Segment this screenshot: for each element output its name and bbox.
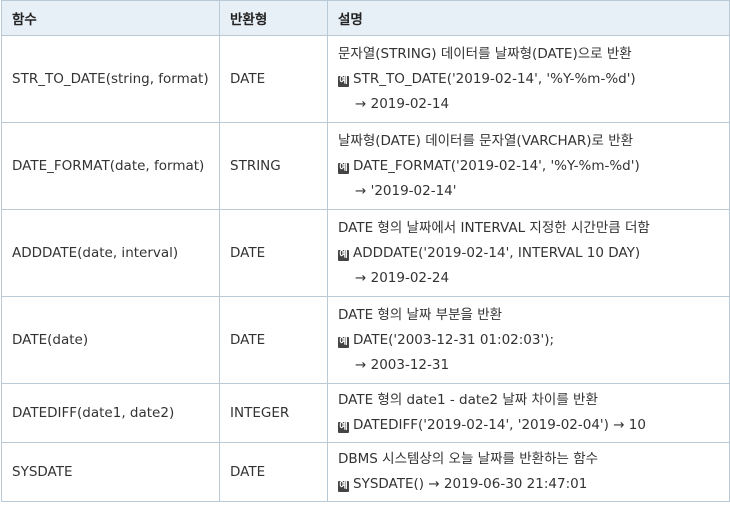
header-return-type: 반환형	[219, 0, 328, 36]
table-row: DATE_FORMAT(date, format) STRING 날짜형(DAT…	[1, 122, 730, 210]
example-mark-icon: 예	[338, 422, 349, 433]
example-line: 예 DATEDIFF('2019-02-14', '2019-02-04') → …	[338, 413, 729, 438]
description-cell: 문자열(STRING) 데이터를 날짜형(DATE)으로 반환 예 STR_TO_…	[327, 35, 730, 123]
description-text: DATE 형의 날짜 부분을 반환	[338, 306, 503, 323]
function-cell: DATE_FORMAT(date, format)	[1, 122, 220, 210]
header-function: 함수	[1, 0, 220, 36]
example-text: ADDDATE('2019-02-14', INTERVAL 10 DAY)	[353, 244, 641, 261]
result-text: → 2003-12-31	[355, 356, 450, 373]
function-cell: DATE(date)	[1, 296, 220, 384]
description-cell: DATE 형의 날짜에서 INTERVAL 지정한 시간만큼 더함 예 ADDDA…	[327, 209, 730, 297]
return-type-cell: DATE	[219, 296, 328, 384]
description-text: DATE 형의 date1 - date2 날짜 차이를 반환	[338, 392, 598, 408]
example-line: 예 DATE_FORMAT('2019-02-14', '%Y-%m-%d')	[338, 154, 729, 179]
example-mark-icon: 예	[338, 162, 349, 174]
table-row: ADDDATE(date, interval) DATE DATE 형의 날짜에…	[1, 209, 730, 297]
example-line: 예 SYSDATE() → 2019-06-30 21:47:01	[338, 472, 729, 497]
example-line: 예 STR_TO_DATE('2019-02-14', '%Y-%m-%d')	[338, 67, 729, 92]
example-text: STR_TO_DATE('2019-02-14', '%Y-%m-%d')	[353, 70, 636, 87]
description-text: DATE 형의 날짜에서 INTERVAL 지정한 시간만큼 더함	[338, 219, 650, 236]
example-text: DATEDIFF('2019-02-14', '2019-02-04') → 1…	[353, 417, 646, 433]
example-line: 예 ADDDATE('2019-02-14', INTERVAL 10 DAY)	[338, 241, 729, 266]
function-cell: ADDDATE(date, interval)	[1, 209, 220, 297]
description-cell: DATE 형의 date1 - date2 날짜 차이를 반환 예 DATEDIF…	[327, 383, 730, 443]
return-type-cell: STRING	[219, 122, 328, 210]
description-text: 문자열(STRING) 데이터를 날짜형(DATE)으로 반환	[338, 45, 632, 62]
table-row: DATE(date) DATE DATE 형의 날짜 부분을 반환 예 DATE(…	[1, 296, 730, 384]
example-line: 예 DATE('2003-12-31 01:02:03');	[338, 328, 729, 353]
description-cell: 날짜형(DATE) 데이터를 문자열(VARCHAR)로 반환 예 DATE_FO…	[327, 122, 730, 210]
return-type-cell: DATE	[219, 442, 328, 502]
description-text: 날짜형(DATE) 데이터를 문자열(VARCHAR)로 반환	[338, 132, 634, 149]
example-mark-icon: 예	[338, 336, 349, 348]
function-cell: STR_TO_DATE(string, format)	[1, 35, 220, 123]
example-text: DATE_FORMAT('2019-02-14', '%Y-%m-%d')	[353, 157, 640, 174]
table-row: DATEDIFF(date1, date2) INTEGER DATE 형의 d…	[1, 383, 730, 443]
result-text: → 2019-02-24	[355, 269, 450, 286]
example-text: SYSDATE() → 2019-06-30 21:47:01	[353, 476, 588, 492]
return-type-cell: DATE	[219, 35, 328, 123]
table-row: STR_TO_DATE(string, format) DATE 문자열(STR…	[1, 35, 730, 123]
result-text: → 2019-02-14	[355, 95, 450, 112]
return-type-cell: INTEGER	[219, 383, 328, 443]
function-cell: DATEDIFF(date1, date2)	[1, 383, 220, 443]
header-row: 함수 반환형 설명	[1, 0, 730, 36]
function-cell: SYSDATE	[1, 442, 220, 502]
result-text: → '2019-02-14'	[355, 182, 457, 199]
header-description: 설명	[327, 0, 730, 36]
example-mark-icon: 예	[338, 75, 349, 87]
description-cell: DATE 형의 날짜 부분을 반환 예 DATE('2003-12-31 01:0…	[327, 296, 730, 384]
description-text: DBMS 시스템상의 오늘 날짜를 반환하는 함수	[338, 451, 599, 467]
return-type-cell: DATE	[219, 209, 328, 297]
example-text: DATE('2003-12-31 01:02:03');	[353, 331, 555, 348]
table-row: SYSDATE DATE DBMS 시스템상의 오늘 날짜를 반환하는 함수 예…	[1, 442, 730, 502]
description-cell: DBMS 시스템상의 오늘 날짜를 반환하는 함수 예 SYSDATE() → 2…	[327, 442, 730, 502]
example-mark-icon: 예	[338, 249, 349, 261]
example-mark-icon: 예	[338, 481, 349, 492]
